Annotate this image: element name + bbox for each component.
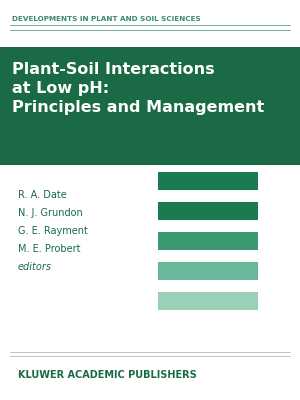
Text: Plant-Soil Interactions
at Low pH:
Principles and Management: Plant-Soil Interactions at Low pH: Princ… (12, 62, 264, 115)
Text: M. E. Probert: M. E. Probert (18, 244, 80, 254)
Text: editors: editors (18, 262, 52, 272)
Text: N. J. Grundon: N. J. Grundon (18, 208, 83, 218)
Bar (158, 292, 258, 310)
Bar (158, 262, 258, 280)
Bar (158, 202, 258, 220)
Bar (158, 232, 258, 250)
Bar (0, 47, 300, 165)
Text: R. A. Date: R. A. Date (18, 190, 67, 200)
Text: KLUWER ACADEMIC PUBLISHERS: KLUWER ACADEMIC PUBLISHERS (18, 370, 197, 380)
Text: DEVELOPMENTS IN PLANT AND SOIL SCIENCES: DEVELOPMENTS IN PLANT AND SOIL SCIENCES (12, 16, 201, 22)
Bar (158, 172, 258, 190)
Text: G. E. Rayment: G. E. Rayment (18, 226, 88, 236)
